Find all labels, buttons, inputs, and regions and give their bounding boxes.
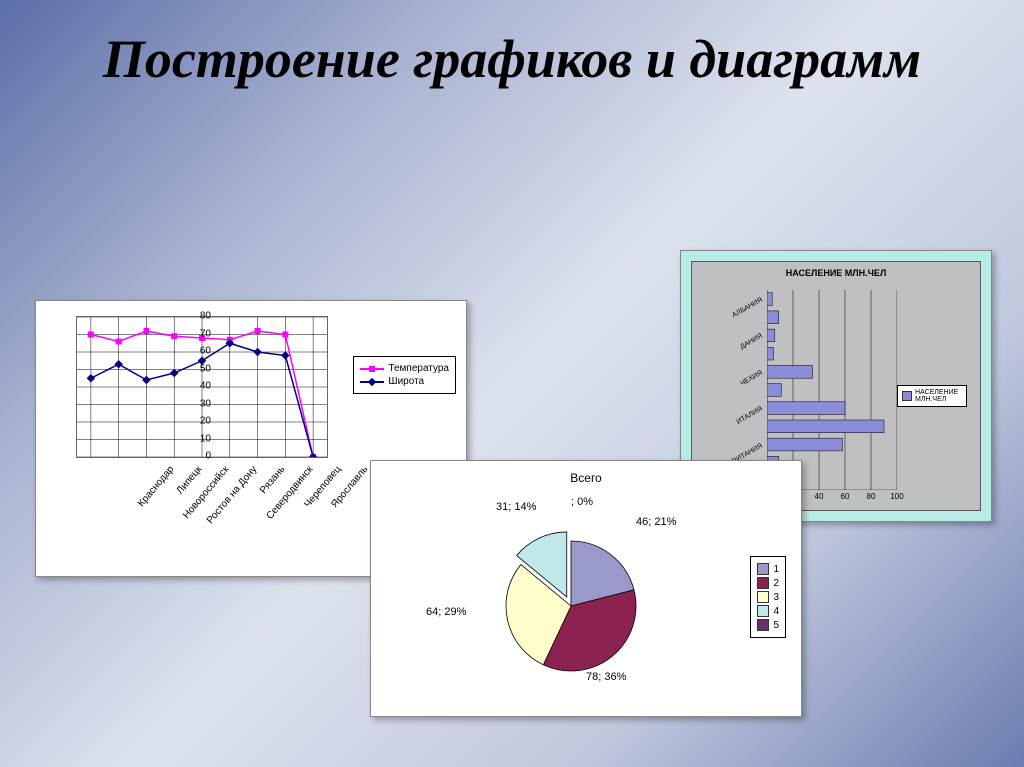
legend-swatch [757, 619, 769, 631]
legend-label: 4 [773, 606, 779, 617]
line-ytick: 70 [186, 328, 211, 339]
pie-slice-label: 64; 29% [426, 606, 466, 618]
line-ytick: 80 [186, 311, 211, 322]
legend-swatch [757, 591, 769, 603]
pie-legend-item: 2 [757, 577, 779, 589]
line-chart-legend: Температура Широта [353, 356, 456, 394]
line-ytick: 40 [186, 381, 211, 392]
legend-label: 2 [773, 578, 779, 589]
legend-label: 1 [773, 564, 779, 575]
line-ytick: 50 [186, 363, 211, 374]
legend-label: Широта [388, 376, 424, 387]
line-ytick: 0 [186, 451, 211, 462]
legend-item-temperature: Температура [360, 363, 449, 374]
legend-item-latitude: Широта [360, 376, 449, 387]
legend-label: Температура [388, 363, 449, 374]
pie-slice-label: 31; 14% [496, 501, 536, 513]
legend-swatch [757, 605, 769, 617]
pie-legend-item: 5 [757, 619, 779, 631]
bar-xtick: 80 [867, 492, 876, 501]
legend-swatch [757, 563, 769, 575]
pie-chart-svg [481, 516, 661, 696]
pie-legend-item: 4 [757, 605, 779, 617]
bar-xtick: 40 [815, 492, 824, 501]
pie-slice-label: 46; 21% [636, 516, 676, 528]
pie-chart-title: Всего [371, 471, 801, 485]
legend-swatch [757, 577, 769, 589]
line-ytick: 60 [186, 346, 211, 357]
line-ytick: 20 [186, 416, 211, 427]
bar-xtick: 100 [890, 492, 903, 501]
pie-slice-label: 78; 36% [586, 671, 626, 683]
legend-label: 5 [773, 620, 779, 631]
pie-legend-item: 3 [757, 591, 779, 603]
pie-legend-item: 1 [757, 563, 779, 575]
legend-label: 3 [773, 592, 779, 603]
legend-label: НАСЕЛЕНИЕ МЛН.ЧЕЛ [915, 389, 962, 403]
pie-chart-panel: Всего 46; 21% 78; 36% 64; 29% 31; 14% ; 0% 1… [370, 460, 802, 717]
bar-xtick: 60 [841, 492, 850, 501]
page-title: Построение графиков и диаграмм [0, 30, 1024, 89]
line-ytick: 10 [186, 433, 211, 444]
pie-chart-legend: 1 2 3 4 5 [750, 556, 786, 638]
pie-slice-label: ; 0% [571, 496, 593, 508]
bar-chart-title: НАСЕЛЕНИЕ МЛН.ЧЕЛ [692, 268, 980, 278]
legend-item-population: НАСЕЛЕНИЕ МЛН.ЧЕЛ [902, 389, 962, 403]
line-ytick: 30 [186, 398, 211, 409]
bar-chart-legend: НАСЕЛЕНИЕ МЛН.ЧЕЛ [897, 385, 967, 407]
